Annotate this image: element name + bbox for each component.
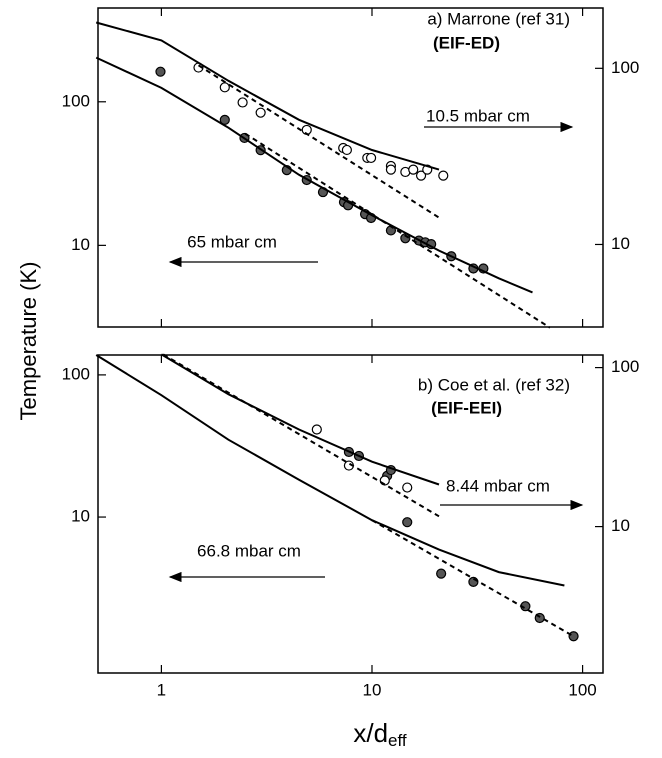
y2-tick-label: 100 bbox=[611, 58, 639, 77]
y-tick-label: 100 bbox=[62, 91, 90, 110]
curve bbox=[197, 64, 440, 219]
curve bbox=[160, 353, 440, 486]
annotation: 8.44 mbar cm bbox=[446, 476, 550, 495]
data-point bbox=[219, 82, 230, 93]
x-tick-label: 10 bbox=[363, 680, 382, 699]
curve bbox=[95, 56, 533, 294]
data-point bbox=[402, 482, 413, 493]
curve bbox=[244, 132, 551, 329]
data-point bbox=[365, 152, 377, 164]
curve bbox=[95, 21, 440, 171]
x-tick-label: 1 bbox=[157, 680, 166, 699]
y2-tick-label: 100 bbox=[611, 357, 639, 376]
y-tick-label: 10 bbox=[71, 507, 90, 526]
plot-frame bbox=[97, 354, 604, 674]
annotation: (EIF-EEI) bbox=[431, 398, 502, 417]
annotation: (EIF-ED) bbox=[433, 33, 500, 52]
data-point bbox=[219, 114, 230, 125]
x-tick-label: 100 bbox=[568, 680, 596, 699]
data-point bbox=[568, 631, 579, 642]
annotation: 65 mbar cm bbox=[187, 232, 277, 251]
annotation: a) Marrone (ref 31) bbox=[427, 9, 570, 28]
data-point bbox=[341, 144, 352, 156]
curve bbox=[371, 519, 575, 638]
y2-tick-label: 10 bbox=[611, 516, 630, 535]
y-tick-label: 100 bbox=[62, 364, 90, 383]
x-axis-label-sub: eff bbox=[388, 731, 407, 750]
data-point bbox=[155, 66, 166, 77]
data-point bbox=[438, 170, 449, 181]
data-point bbox=[415, 170, 427, 181]
curve bbox=[95, 354, 565, 587]
y-tick-label: 10 bbox=[71, 235, 90, 254]
data-point bbox=[402, 517, 413, 528]
curve bbox=[162, 353, 440, 518]
x-axis-label: x/deff bbox=[353, 718, 407, 751]
annotation: 66.8 mbar cm bbox=[197, 541, 301, 560]
y-axis-label: Temperature (K) bbox=[16, 262, 41, 421]
x-axis-label-main: x/d bbox=[353, 718, 388, 748]
annotation: 10.5 mbar cm bbox=[426, 106, 530, 125]
annotation: b) Coe et al. (ref 32) bbox=[418, 375, 570, 394]
data-point bbox=[408, 164, 419, 175]
data-point bbox=[436, 568, 447, 579]
data-point bbox=[385, 164, 397, 175]
y2-tick-label: 10 bbox=[611, 234, 630, 253]
plot-frame bbox=[97, 7, 604, 328]
data-point bbox=[255, 107, 266, 118]
data-point bbox=[311, 424, 322, 435]
data-point bbox=[237, 97, 248, 108]
